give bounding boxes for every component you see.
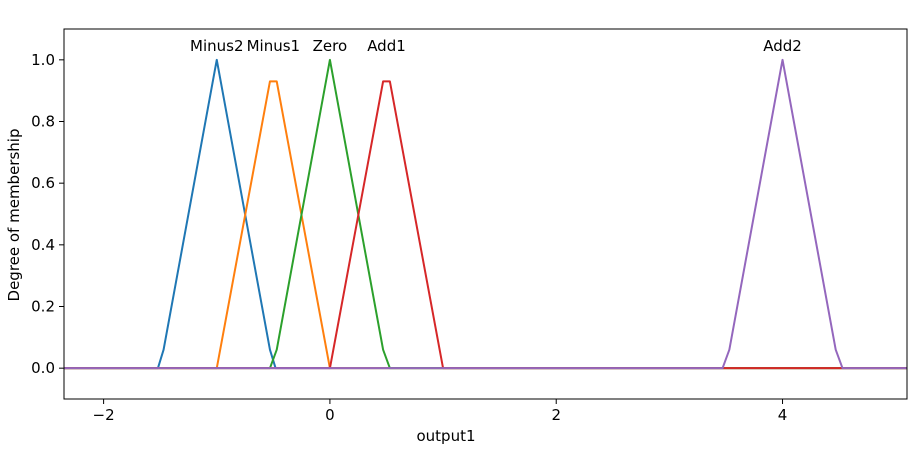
series-layer bbox=[64, 58, 907, 370]
y-tick-label: 0.6 bbox=[31, 174, 55, 192]
y-axis-label: Degree of membership bbox=[5, 129, 23, 302]
series-line-zero bbox=[64, 58, 907, 370]
y-tick-label: 0.2 bbox=[31, 298, 55, 316]
series-label-add1: Add1 bbox=[367, 37, 406, 55]
y-tick-label: 0.0 bbox=[31, 359, 55, 377]
axes: −2 0 2 4 0.0 0.2 0.4 0.6 0.8 1.0 bbox=[31, 28, 908, 424]
series-line-minus2 bbox=[64, 58, 907, 370]
series-line-add2 bbox=[64, 58, 907, 370]
y-tick-label: 1.0 bbox=[31, 51, 55, 69]
y-tick-label: 0.4 bbox=[31, 236, 55, 254]
x-axis-label: output1 bbox=[416, 427, 475, 445]
series-labels: Minus2 Minus1 Zero Add1 Add2 bbox=[190, 37, 802, 55]
series-label-minus1: Minus1 bbox=[247, 37, 300, 55]
x-tick-label: −2 bbox=[93, 406, 115, 424]
series-label-add2: Add2 bbox=[763, 37, 802, 55]
x-tick-label: 4 bbox=[778, 406, 788, 424]
series-line-minus1 bbox=[64, 80, 907, 370]
series-label-zero: Zero bbox=[313, 37, 348, 55]
series-label-minus2: Minus2 bbox=[190, 37, 243, 55]
y-tick-label: 0.8 bbox=[31, 113, 55, 131]
plot-frame bbox=[63, 28, 908, 400]
x-tick-label: 2 bbox=[551, 406, 561, 424]
series-line-add1 bbox=[64, 80, 907, 370]
x-tick-label: 0 bbox=[325, 406, 335, 424]
